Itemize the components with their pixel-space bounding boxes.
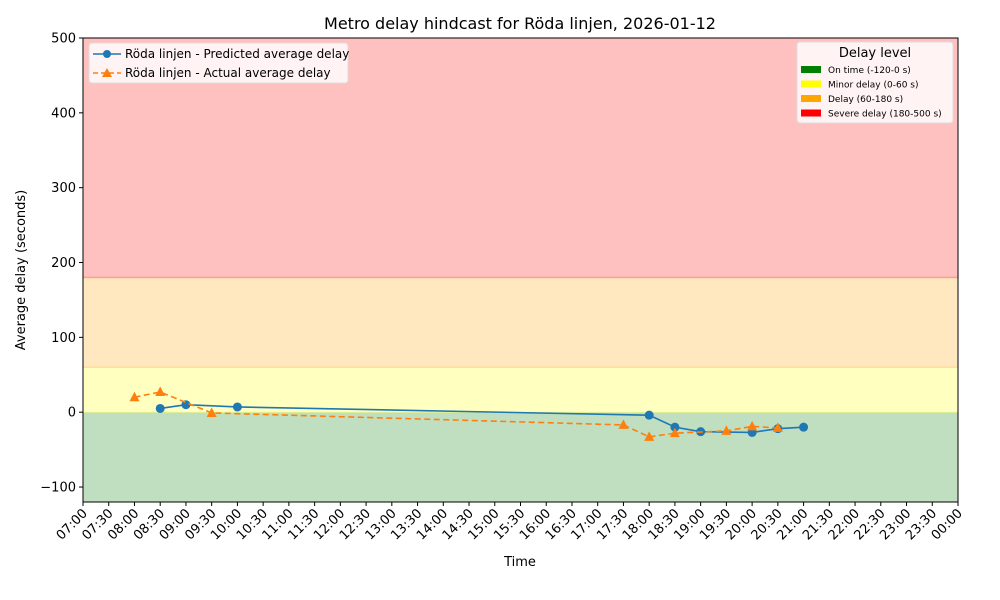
data-point [799,422,809,432]
band-0 [83,412,958,502]
band-swatch-icon [801,109,821,117]
series-lines [129,386,809,441]
data-point [747,420,758,431]
y-axis-label: Average delay (seconds) [14,190,29,350]
data-point [669,427,680,438]
y-tick-label: 100 [51,331,76,346]
band-legend-label: Delay (60-180 s) [828,95,903,105]
band-swatch-icon [801,80,821,88]
band-legend-label: On time (-120-0 s) [828,66,911,76]
legend-predicted-label: Röda linjen - Predicted average delay [125,47,349,61]
band-swatch-icon [801,66,821,73]
y-tick-label: 0 [68,406,76,421]
y-tick-label: −100 [40,481,76,496]
data-point [206,407,217,417]
delay-level-legend-title: Delay level [839,46,911,61]
data-point [644,410,654,420]
data-point [232,402,242,412]
band-legend-label: Minor delay (0-60 s) [828,81,919,91]
y-tick-label: 500 [51,32,76,47]
band-swatch-icon [801,95,821,102]
data-point [155,386,166,396]
delay-level-legend: Delay level On time (-120-0 s) Minor dela… [796,41,954,124]
data-point [721,425,732,435]
data-point [644,431,655,441]
data-point [129,391,140,402]
data-point [181,400,191,410]
x-axis-label: Time [503,555,536,570]
y-tick-label: 200 [51,256,76,271]
y-axis: −100 0 100 200 300 400 500 [40,32,83,496]
legend-actual-label: Röda linjen - Actual average delay [125,66,331,80]
triangle-marker-icon [102,68,112,77]
band-legend-label: Severe delay (180-500 s) [828,110,942,120]
data-point [772,422,783,432]
series-legend: Röda linjen - Predicted average delay Rö… [88,42,349,84]
data-point [155,403,165,413]
band-1 [83,367,958,413]
y-tick-label: 400 [51,106,76,121]
series-legend-box [88,42,349,84]
chart-title: Metro delay hindcast for Röda linjen, 20… [324,14,716,33]
y-tick-label: 300 [51,181,76,196]
data-point [618,419,629,429]
x-axis: 07:0007:3008:0008:3009:0009:3010:0010:30… [54,502,966,543]
data-point [670,422,680,432]
band-2 [83,277,958,368]
circle-marker-icon [103,50,111,58]
delay-level-legend-box [796,41,954,124]
